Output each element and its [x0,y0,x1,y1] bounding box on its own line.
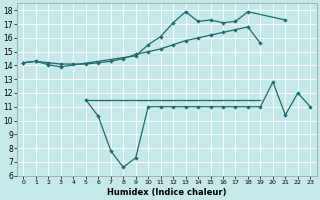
X-axis label: Humidex (Indice chaleur): Humidex (Indice chaleur) [107,188,227,197]
